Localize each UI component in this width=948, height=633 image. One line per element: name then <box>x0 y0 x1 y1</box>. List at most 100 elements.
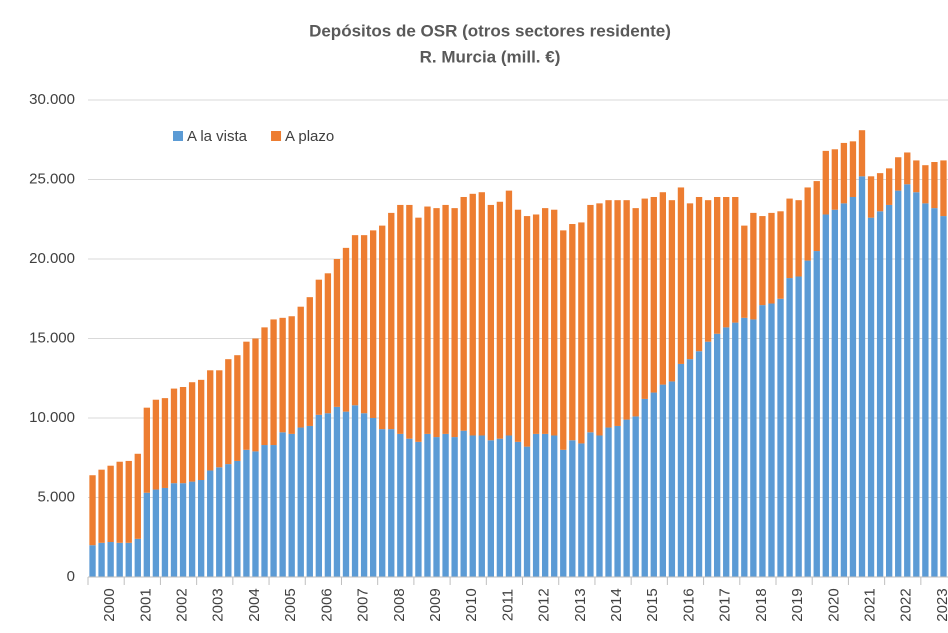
bar <box>333 406 341 577</box>
bar <box>134 453 141 539</box>
bar <box>786 278 793 577</box>
bar <box>641 398 648 577</box>
x-tick-label: 2013 <box>572 588 589 621</box>
bar <box>713 196 721 334</box>
bar <box>551 435 558 577</box>
bar <box>795 276 802 577</box>
bar <box>704 341 712 577</box>
bar <box>89 545 96 577</box>
bar <box>831 209 839 577</box>
bar <box>152 399 160 490</box>
legend-swatch <box>271 131 282 141</box>
bar <box>913 192 920 577</box>
bar <box>777 211 784 299</box>
bar <box>170 388 178 484</box>
bar <box>216 467 223 577</box>
bar <box>297 427 304 577</box>
bar <box>885 204 893 577</box>
x-tick-label: 2008 <box>391 588 408 621</box>
x-tick-label: 2021 <box>861 588 878 621</box>
bar <box>379 225 386 430</box>
bar <box>216 370 223 468</box>
bar <box>922 203 929 577</box>
bar <box>523 446 531 577</box>
bar <box>125 460 132 543</box>
bar <box>867 176 875 218</box>
bar <box>913 160 920 193</box>
bar <box>795 200 802 277</box>
bar <box>904 184 911 577</box>
bar <box>695 351 703 577</box>
bar <box>360 413 368 577</box>
bar <box>324 413 332 577</box>
bar <box>849 141 857 197</box>
bar <box>596 203 603 436</box>
bar <box>496 438 504 577</box>
bar <box>478 435 485 577</box>
y-tick-label: 0 <box>67 568 75 585</box>
bar <box>288 316 295 434</box>
bar <box>614 200 621 426</box>
bar <box>487 204 495 441</box>
x-tick-label: 2020 <box>825 588 842 621</box>
bar <box>632 208 639 417</box>
bar <box>388 212 395 430</box>
bar <box>197 379 205 481</box>
bar <box>315 414 323 577</box>
bar <box>732 196 739 323</box>
bar <box>931 208 938 577</box>
bar <box>179 483 187 577</box>
bar <box>532 214 540 434</box>
y-tick-label: 25.000 <box>29 170 75 187</box>
bar <box>351 235 359 406</box>
bar <box>822 214 829 578</box>
bar <box>324 273 332 414</box>
bar <box>551 209 558 436</box>
bar <box>161 487 169 577</box>
bar <box>895 190 902 577</box>
bar <box>415 441 422 577</box>
bar <box>288 433 295 577</box>
bar <box>578 222 585 444</box>
bar <box>360 235 368 414</box>
bar <box>876 211 884 578</box>
bar <box>650 392 657 577</box>
bar <box>98 469 105 543</box>
bar <box>333 259 341 407</box>
bar <box>152 489 160 577</box>
bar <box>225 464 232 577</box>
bar <box>605 427 612 577</box>
x-tick-label: 2001 <box>137 588 154 621</box>
bar <box>460 196 467 431</box>
bar <box>922 165 929 204</box>
x-tick-label: 2010 <box>463 588 480 621</box>
bar <box>252 451 259 577</box>
bar <box>207 370 214 471</box>
x-tick-label: 2005 <box>282 588 299 621</box>
bar <box>442 433 449 577</box>
bar <box>840 142 848 204</box>
bar <box>523 216 531 447</box>
x-tick-label: 2015 <box>644 588 661 621</box>
bar <box>840 203 848 577</box>
bar <box>605 200 612 428</box>
x-tick-label: 2007 <box>355 588 372 621</box>
bar <box>306 425 313 577</box>
bar <box>98 542 105 577</box>
bar <box>876 173 884 212</box>
legend-label: A la vista <box>187 128 248 145</box>
chart-title: Depósitos de OSR (otros sectores residen… <box>309 21 671 40</box>
bar <box>143 492 151 577</box>
x-tick-label: 2018 <box>753 588 770 621</box>
bar <box>351 405 359 577</box>
bar <box>686 359 694 577</box>
bar <box>89 475 96 546</box>
bar <box>134 538 141 577</box>
legend-swatch <box>173 131 183 141</box>
y-tick-label: 20.000 <box>29 250 75 267</box>
bar <box>831 149 839 210</box>
bar <box>116 542 123 577</box>
bar <box>741 317 748 577</box>
bar <box>433 437 440 577</box>
